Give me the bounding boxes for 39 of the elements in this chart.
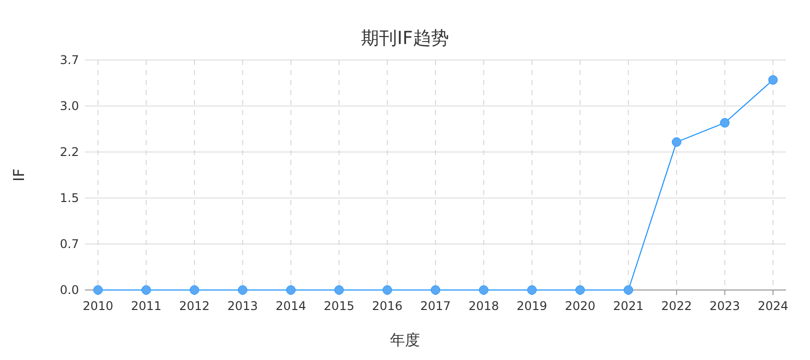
x-tick-label: 2010 xyxy=(82,299,114,313)
x-tick-label: 2011 xyxy=(130,299,162,313)
x-tick-label: 2012 xyxy=(179,299,210,313)
y-tick-label: 0.0 xyxy=(60,283,79,297)
x-tick-label: 2023 xyxy=(710,299,740,313)
point xyxy=(190,285,200,295)
y-tick-label: 1.5 xyxy=(60,191,79,205)
x-tick-label: 2018 xyxy=(468,299,499,313)
y-tick-label: 3.0 xyxy=(60,99,79,113)
point xyxy=(238,285,248,295)
x-axis-title: 年度 xyxy=(390,331,420,349)
point xyxy=(430,285,440,295)
x-tick-label: 2016 xyxy=(372,299,403,313)
y-tick-label: 3.7 xyxy=(60,53,79,67)
point xyxy=(93,285,103,295)
point xyxy=(527,285,537,295)
x-tick-label: 2021 xyxy=(613,299,644,313)
point xyxy=(672,137,682,147)
point xyxy=(720,118,730,128)
point xyxy=(575,285,585,295)
x-tick-label: 2024 xyxy=(758,299,788,313)
x-tick-label: 2014 xyxy=(276,299,306,313)
point xyxy=(286,285,296,295)
chart-title: 期刊IF趋势 xyxy=(361,28,449,49)
x-tick-label: 2013 xyxy=(227,299,258,313)
x-tick-label: 2017 xyxy=(420,299,451,313)
point xyxy=(768,75,778,85)
x-tick-label: 2019 xyxy=(516,299,548,313)
point xyxy=(141,285,151,295)
point xyxy=(334,285,344,295)
x-tick-label: 2020 xyxy=(564,299,596,313)
x-tick-label: 2015 xyxy=(324,299,354,313)
x-tick-label: 2022 xyxy=(661,299,692,313)
point xyxy=(624,285,634,295)
y-tick-label: 2.2 xyxy=(60,145,79,159)
point xyxy=(382,285,392,295)
point xyxy=(478,285,488,295)
y-tick-label: 0.7 xyxy=(60,237,79,251)
y-axis-title: IF xyxy=(10,168,28,182)
